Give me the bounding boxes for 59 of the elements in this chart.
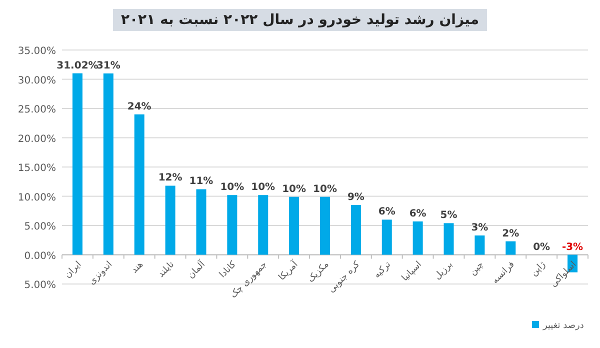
data-label: 9% bbox=[347, 192, 364, 204]
x-tick-label: چین bbox=[468, 260, 486, 278]
data-label: 11% bbox=[189, 176, 214, 188]
data-label: 12% bbox=[158, 172, 182, 184]
data-label: 0% bbox=[533, 242, 550, 253]
bar bbox=[320, 196, 330, 255]
bar bbox=[165, 186, 176, 255]
y-tick-label: 25.00% bbox=[18, 104, 56, 116]
x-tick-label: آلمان bbox=[184, 258, 208, 281]
x-tick-label: ژاپن bbox=[529, 260, 548, 278]
data-label: 2% bbox=[502, 228, 520, 240]
y-tick-label: 5.00% bbox=[24, 222, 56, 232]
data-label: 10% bbox=[282, 184, 306, 195]
bar bbox=[474, 235, 485, 255]
x-tick-label: ایران bbox=[63, 260, 84, 280]
data-label: 3% bbox=[471, 222, 488, 234]
bar bbox=[412, 221, 423, 255]
y-tick-label: 10.00% bbox=[18, 192, 56, 204]
bar bbox=[72, 73, 82, 255]
x-tick-label: ترکیه bbox=[372, 259, 394, 281]
y-tick-label: 0.00% bbox=[24, 250, 56, 262]
bar bbox=[289, 196, 300, 255]
bar bbox=[103, 73, 114, 255]
bar bbox=[350, 205, 361, 255]
data-label: -3% bbox=[562, 242, 584, 253]
bar bbox=[382, 220, 392, 255]
data-label: 6% bbox=[378, 206, 396, 218]
x-tick-label: فرانسه bbox=[490, 260, 517, 286]
bar bbox=[134, 114, 144, 255]
x-tick-label: اندونزی bbox=[87, 260, 115, 288]
legend-label: درصد تغییر bbox=[542, 321, 584, 331]
data-label: 10% bbox=[251, 182, 276, 194]
x-tick-label: برزیل bbox=[432, 260, 455, 282]
data-label: 10% bbox=[220, 182, 244, 194]
legend: درصد تغییر bbox=[532, 321, 584, 331]
x-tick-label: تایلند bbox=[156, 259, 177, 280]
x-tick-label: اسپانیا bbox=[400, 260, 424, 284]
x-tick-label: اسلواکی bbox=[548, 260, 579, 290]
y-tick-label: 35.00% bbox=[18, 46, 56, 57]
chart-title: میزان رشد تولید خودرو در سال ۲۰۲۲ نسبت به ۲۰۲۱ bbox=[120, 12, 480, 28]
bar bbox=[444, 223, 454, 255]
y-tick-label: 30.00% bbox=[18, 75, 56, 86]
x-tick-label: کانادا bbox=[218, 259, 239, 280]
data-label: 31.02% bbox=[56, 60, 98, 72]
bar bbox=[506, 241, 516, 255]
data-label: 10% bbox=[313, 184, 337, 195]
y-tick-label: 15.00% bbox=[18, 163, 56, 174]
data-label: 24% bbox=[127, 101, 152, 112]
y-tick-label: 20.00% bbox=[18, 134, 56, 145]
title: میزان رشد تولید خودرو در سال ۲۰۲۲ نسبت به ۲۰۲۱ bbox=[112, 9, 488, 31]
x-tick-label: آمریکا bbox=[276, 258, 301, 283]
bar bbox=[196, 189, 206, 255]
y-tick-label: 5.00% bbox=[24, 280, 56, 291]
data-label: 6% bbox=[409, 208, 426, 220]
bar bbox=[258, 195, 268, 255]
data-label: 31% bbox=[96, 60, 120, 72]
x-tick-label: هند bbox=[130, 260, 146, 276]
data-label: 5% bbox=[440, 210, 458, 222]
bar bbox=[227, 195, 238, 255]
